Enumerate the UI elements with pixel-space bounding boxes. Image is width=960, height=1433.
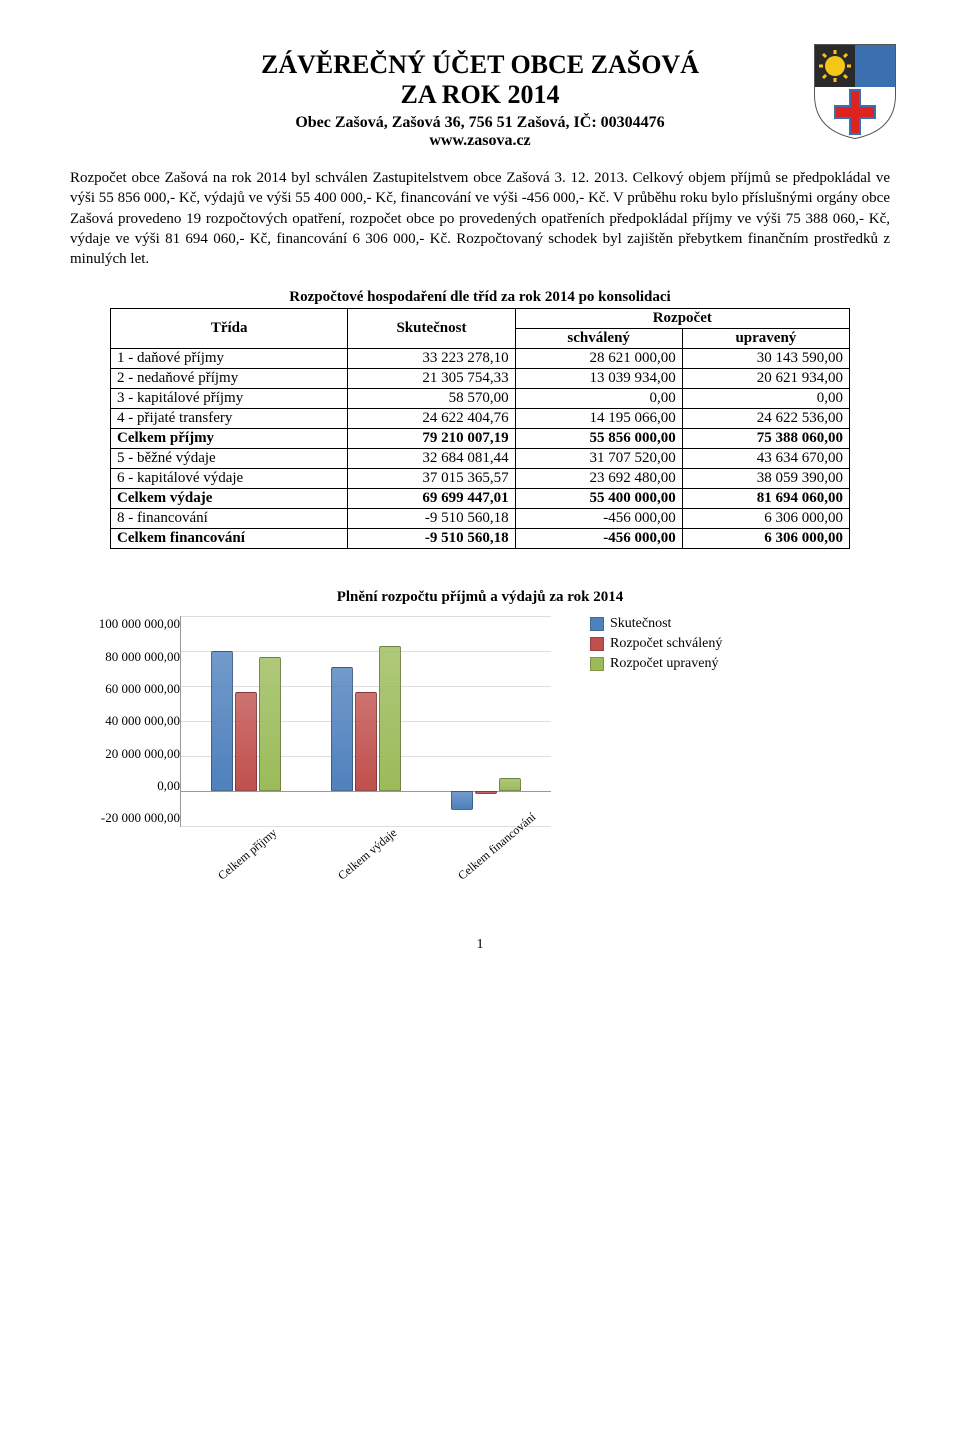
cell-adjusted: 43 634 670,00	[682, 449, 849, 469]
legend-item: Rozpočet schválený	[590, 636, 722, 652]
table-row: 4 - přijaté transfery24 622 404,7614 195…	[111, 409, 850, 429]
cell-adjusted: 38 059 390,00	[682, 469, 849, 489]
chart-x-axis-labels: Celkem příjmyCelkem výdajeCelkem financo…	[180, 827, 550, 887]
ytick-label: 80 000 000,00	[70, 649, 180, 665]
cell-approved: 23 692 480,00	[515, 469, 682, 489]
cell-actual: 32 684 081,44	[348, 449, 515, 469]
th-approved: schválený	[515, 329, 682, 349]
ytick-label: -20 000 000,00	[70, 810, 180, 826]
cell-adjusted: 81 694 060,00	[682, 489, 849, 509]
chart-bar	[355, 692, 377, 791]
chart-bar	[211, 651, 233, 792]
legend-label: Rozpočet schválený	[610, 636, 722, 652]
cell-adjusted: 6 306 000,00	[682, 509, 849, 529]
cell-label: 1 - daňové příjmy	[111, 349, 348, 369]
cell-adjusted: 20 621 934,00	[682, 369, 849, 389]
cell-actual: 69 699 447,01	[348, 489, 515, 509]
cell-adjusted: 30 143 590,00	[682, 349, 849, 369]
xtick-label: Celkem výdaje	[335, 826, 400, 884]
cell-actual: 21 305 754,33	[348, 369, 515, 389]
cell-adjusted: 75 388 060,00	[682, 429, 849, 449]
cell-actual: -9 510 560,18	[348, 529, 515, 549]
cell-approved: -456 000,00	[515, 529, 682, 549]
legend-swatch	[590, 637, 604, 651]
chart-legend: Skutečnost Rozpočet schválený Rozpočet upr…	[590, 616, 722, 676]
doc-subtitle: Obec Zašová, Zašová 36, 756 51 Zašová, I…	[70, 114, 890, 132]
document-header: ZÁVĚREČNÝ ÚČET OBCE ZAŠOVÁ ZA ROK 2014 O…	[70, 50, 890, 150]
cell-adjusted: 6 306 000,00	[682, 529, 849, 549]
chart-bar	[379, 646, 401, 791]
ytick-label: 60 000 000,00	[70, 681, 180, 697]
cell-actual: 33 223 278,10	[348, 349, 515, 369]
cell-approved: 55 856 000,00	[515, 429, 682, 449]
cell-actual: 79 210 007,19	[348, 429, 515, 449]
cell-approved: 0,00	[515, 389, 682, 409]
cell-approved: 13 039 934,00	[515, 369, 682, 389]
ytick-label: 100 000 000,00	[70, 616, 180, 632]
legend-swatch	[590, 657, 604, 671]
legend-label: Rozpočet upravený	[610, 656, 718, 672]
doc-url: www.zasova.cz	[70, 132, 890, 150]
budget-table-title: Rozpočtové hospodaření dle tříd za rok 2…	[70, 289, 890, 306]
table-row: 5 - běžné výdaje32 684 081,4431 707 520,…	[111, 449, 850, 469]
legend-item: Rozpočet upravený	[590, 656, 722, 672]
cell-label: 4 - přijaté transfery	[111, 409, 348, 429]
cell-actual: -9 510 560,18	[348, 509, 515, 529]
xtick-label: Celkem příjmy	[215, 826, 280, 884]
ytick-label: 0,00	[70, 778, 180, 794]
chart-bar	[235, 692, 257, 792]
chart-bar	[259, 657, 281, 791]
table-row: Celkem příjmy79 210 007,1955 856 000,007…	[111, 429, 850, 449]
table-row: 8 - financování-9 510 560,18-456 000,006…	[111, 509, 850, 529]
cell-label: Celkem příjmy	[111, 429, 348, 449]
cell-actual: 58 570,00	[348, 389, 515, 409]
cell-label: 6 - kapitálové výdaje	[111, 469, 348, 489]
table-row: 3 - kapitálové příjmy58 570,000,000,00	[111, 389, 850, 409]
cell-approved: 28 621 000,00	[515, 349, 682, 369]
cell-label: 5 - běžné výdaje	[111, 449, 348, 469]
cell-label: Celkem financování	[111, 529, 348, 549]
budget-chart: 100 000 000,00 80 000 000,00 60 000 000,00…	[70, 616, 890, 887]
table-row: 6 - kapitálové výdaje37 015 365,5723 692…	[111, 469, 850, 489]
budget-table: Třída Skutečnost Rozpočet schválený upra…	[110, 308, 850, 549]
cell-approved: 31 707 520,00	[515, 449, 682, 469]
doc-title-line1: ZÁVĚREČNÝ ÚČET OBCE ZAŠOVÁ	[70, 50, 890, 80]
cell-label: 3 - kapitálové příjmy	[111, 389, 348, 409]
doc-title-line2: ZA ROK 2014	[70, 80, 890, 110]
table-row: 2 - nedaňové příjmy21 305 754,3313 039 9…	[111, 369, 850, 389]
chart-y-axis-labels: 100 000 000,00 80 000 000,00 60 000 000,00…	[70, 616, 180, 826]
th-actual: Skutečnost	[348, 309, 515, 349]
chart-bar	[451, 791, 473, 810]
chart-plot-area	[180, 616, 551, 827]
cell-actual: 37 015 365,57	[348, 469, 515, 489]
th-adjusted: upravený	[682, 329, 849, 349]
cell-approved: 14 195 066,00	[515, 409, 682, 429]
ytick-label: 20 000 000,00	[70, 746, 180, 762]
cell-approved: -456 000,00	[515, 509, 682, 529]
legend-swatch	[590, 617, 604, 631]
chart-title: Plnění rozpočtu příjmů a výdajů za rok 2…	[70, 589, 890, 606]
table-row: 1 - daňové příjmy33 223 278,1028 621 000…	[111, 349, 850, 369]
th-class: Třída	[111, 309, 348, 349]
chart-bar	[499, 778, 521, 791]
chart-bar	[475, 791, 497, 794]
cell-approved: 55 400 000,00	[515, 489, 682, 509]
cell-actual: 24 622 404,76	[348, 409, 515, 429]
legend-label: Skutečnost	[610, 616, 671, 632]
page-number: 1	[70, 937, 890, 953]
legend-item: Skutečnost	[590, 616, 722, 632]
table-row: Celkem výdaje69 699 447,0155 400 000,008…	[111, 489, 850, 509]
cell-adjusted: 24 622 536,00	[682, 409, 849, 429]
municipal-crest-icon	[810, 40, 900, 140]
cell-label: 8 - financování	[111, 509, 348, 529]
intro-paragraph: Rozpočet obce Zašová na rok 2014 byl sch…	[70, 168, 890, 269]
cell-label: Celkem výdaje	[111, 489, 348, 509]
table-row: Celkem financování-9 510 560,18-456 000,…	[111, 529, 850, 549]
th-budget: Rozpočet	[515, 309, 849, 329]
cell-adjusted: 0,00	[682, 389, 849, 409]
chart-bar	[331, 667, 353, 791]
ytick-label: 40 000 000,00	[70, 713, 180, 729]
cell-label: 2 - nedaňové příjmy	[111, 369, 348, 389]
